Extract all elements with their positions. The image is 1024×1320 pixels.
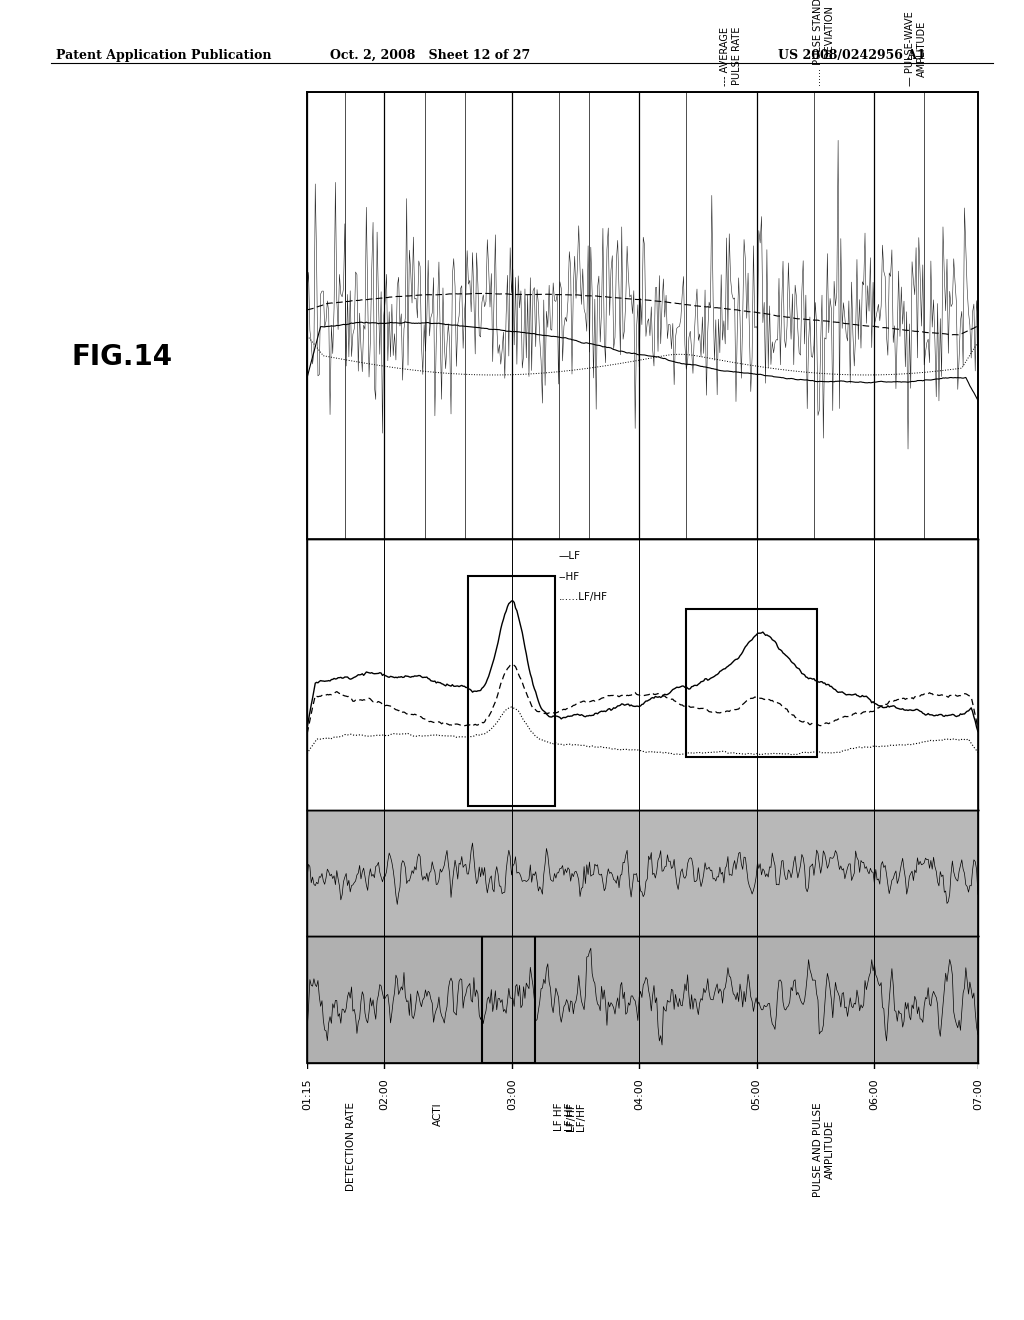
Text: —LF: —LF [559,550,581,561]
Bar [925,92,978,539]
Bar [686,92,757,539]
Text: 05:00: 05:00 [752,1078,762,1110]
Text: 07:00: 07:00 [973,1078,983,1110]
Text: 02:00: 02:00 [379,1078,389,1110]
Text: 06:00: 06:00 [869,1078,879,1110]
Bar [465,92,512,539]
Text: 03:00: 03:00 [507,1078,517,1110]
Bar [307,92,345,539]
Text: Patent Application Publication: Patent Application Publication [56,49,271,62]
Bar [873,92,925,539]
Text: 01:15: 01:15 [302,1078,312,1110]
Bar [481,936,536,1063]
Bar [559,92,589,539]
Bar [425,92,465,539]
Text: LF HF
LF/HF: LF HF LF/HF [554,1102,577,1131]
Text: US 2008/0242956 A1: US 2008/0242956 A1 [778,49,926,62]
Bar [468,576,555,807]
Text: ACTI: ACTI [433,1102,443,1126]
Bar [384,92,425,539]
Bar [686,609,817,756]
Text: ......LF/HF: ......LF/HF [559,593,607,602]
Bar [589,92,639,539]
Bar [757,92,814,539]
Text: --- AVERAGE
PULSE RATE: --- AVERAGE PULSE RATE [720,26,742,86]
Text: FIG.14: FIG.14 [72,343,173,371]
Text: LF HF
LF/HF: LF HF LF/HF [564,1102,587,1131]
Bar [345,92,384,539]
Text: DETECTION RATE: DETECTION RATE [346,1102,355,1191]
Bar [512,92,559,539]
Text: Oct. 2, 2008   Sheet 12 of 27: Oct. 2, 2008 Sheet 12 of 27 [330,49,530,62]
Bar [639,92,686,539]
Text: — PULSE-WAVE
AMPLITUDE: — PULSE-WAVE AMPLITUDE [905,11,927,86]
Text: ...... PULSE STANDARD
DEVIATION: ...... PULSE STANDARD DEVIATION [813,0,835,86]
Text: 04:00: 04:00 [634,1078,644,1110]
Text: --HF: --HF [559,572,580,582]
Text: PULSE AND PULSE
AMPLITUDE: PULSE AND PULSE AMPLITUDE [813,1102,835,1197]
Bar [814,92,873,539]
